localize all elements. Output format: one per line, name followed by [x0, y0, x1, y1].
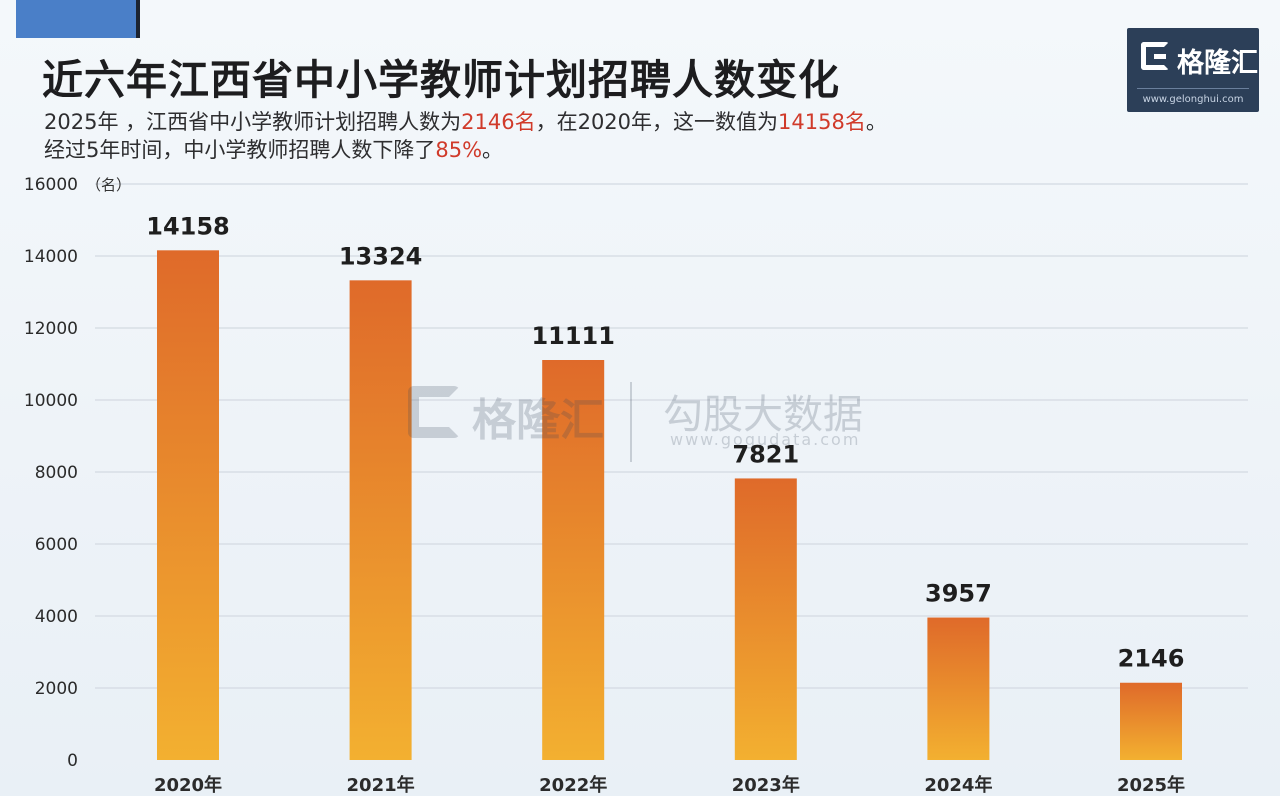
- bar: [349, 280, 412, 760]
- corner-accent-block: [16, 0, 140, 38]
- subtitle-highlight: 85%: [435, 138, 483, 162]
- brand-mark-icon: [1141, 42, 1169, 70]
- subtitle-text: 2025年 ，江西省中小学教师计划招聘人数为: [44, 110, 462, 134]
- x-tick-label: 2020年: [154, 774, 222, 796]
- x-tick-label: 2021年: [347, 774, 415, 796]
- subtitle-highlight: 2146名: [461, 110, 536, 134]
- brand-logo: 格隆汇 www.gelonghui.com: [1127, 28, 1259, 112]
- x-tick-label: 2025年: [1117, 774, 1185, 796]
- y-tick-label: 2000: [35, 679, 78, 699]
- y-tick-label: 14000: [24, 247, 78, 267]
- y-tick-label: 4000: [35, 607, 78, 627]
- watermark-divider: [630, 382, 632, 462]
- bar: [157, 250, 219, 760]
- y-tick-label: 0: [67, 751, 78, 771]
- watermark-logo-text: 格隆汇: [472, 395, 604, 446]
- y-tick-label: 6000: [35, 535, 78, 555]
- chart-subtitle: 2025年 ，江西省中小学教师计划招聘人数为2146名，在2020年，这一数值为…: [44, 108, 887, 164]
- data-label: 7821: [732, 440, 799, 468]
- watermark-name: 勾股大数据: [663, 392, 863, 438]
- watermark-mark-icon: [408, 386, 460, 438]
- subtitle-highlight: 14158名: [778, 110, 866, 134]
- subtitle-line-2: 经过5年时间，中小学教师招聘人数下降了85%。: [44, 136, 887, 164]
- x-tick-label: 2023年: [732, 774, 800, 796]
- brand-logo-divider: [1137, 88, 1249, 89]
- subtitle-text: 。: [865, 110, 887, 134]
- bar: [927, 617, 990, 760]
- y-tick-label: 10000: [24, 391, 78, 411]
- watermark-url: www.gogudata.com: [670, 430, 861, 449]
- brand-logo-url: www.gelonghui.com: [1142, 94, 1244, 105]
- brand-logo-text: 格隆汇: [1177, 48, 1258, 79]
- data-label: 14158: [146, 212, 230, 240]
- bar: [1120, 682, 1182, 760]
- y-axis-unit: （名）: [86, 176, 131, 194]
- x-tick-label: 2022年: [539, 774, 607, 796]
- data-label: 2146: [1118, 645, 1185, 673]
- data-label: 11111: [531, 322, 615, 350]
- x-tick-label: 2024年: [924, 774, 992, 796]
- data-label: 3957: [925, 580, 992, 608]
- watermark: 格隆汇 勾股大数据 www.gogudata.com: [408, 382, 888, 462]
- data-label: 13324: [339, 242, 423, 270]
- chart-title: 近六年江西省中小学教师计划招聘人数变化: [42, 56, 840, 104]
- bar: [542, 360, 605, 760]
- y-tick-label: 8000: [35, 463, 78, 483]
- y-tick-label: 16000: [24, 175, 78, 195]
- subtitle-line-1: 2025年 ，江西省中小学教师计划招聘人数为2146名，在2020年，这一数值为…: [44, 108, 887, 136]
- subtitle-text: 。: [482, 138, 504, 162]
- subtitle-text: ，在2020年，这一数值为: [535, 110, 779, 134]
- y-tick-label: 12000: [24, 319, 78, 339]
- subtitle-text: 经过5年时间，中小学教师招聘人数下降了: [44, 138, 436, 162]
- bar: [734, 478, 797, 760]
